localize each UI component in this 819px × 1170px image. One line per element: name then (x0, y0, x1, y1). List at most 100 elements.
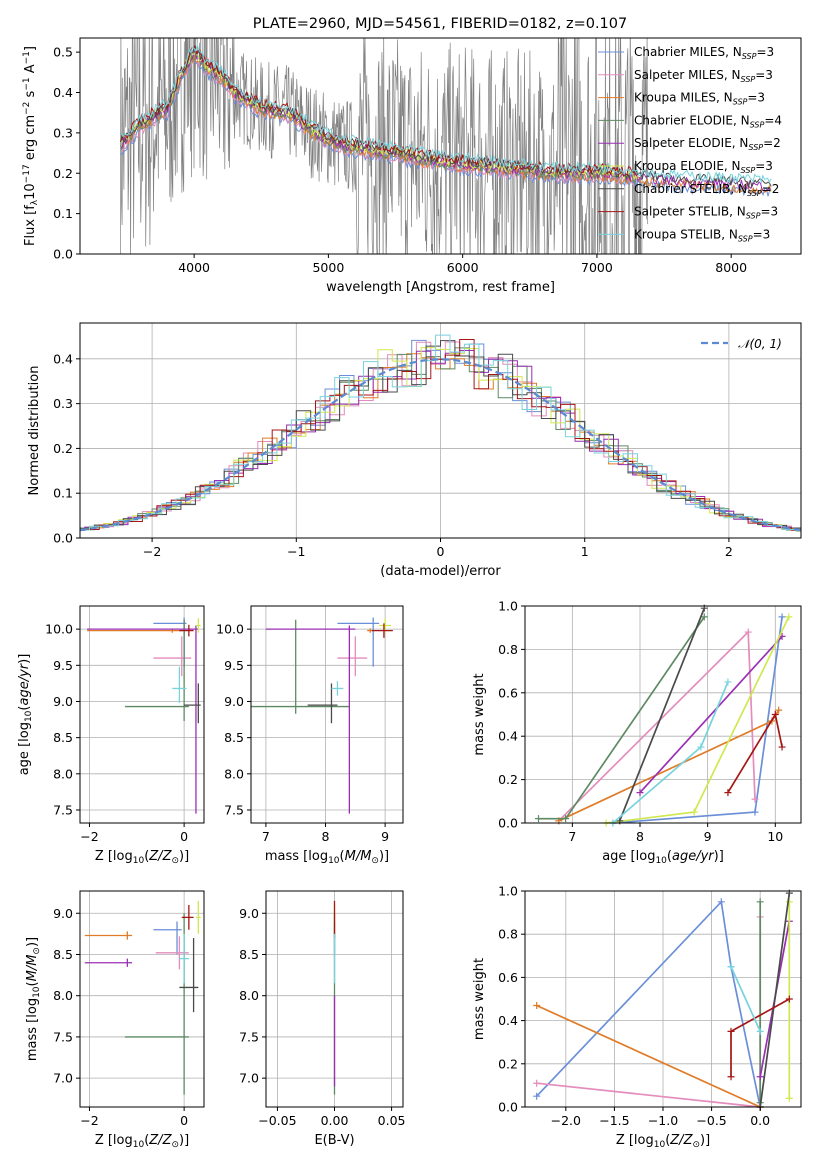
weight-marker (771, 711, 779, 718)
y-tick-label: 7.0 (239, 1071, 259, 1086)
legend-entry: Kroupa ELODIE, NSSP=3 (634, 159, 773, 175)
x-axis-label: Z [log10(Z/Z⊙)] (616, 1133, 710, 1150)
weight-marker (562, 815, 570, 823)
x-tick-label: 0.0 (750, 1113, 770, 1128)
legend-entry: Chabrier ELODIE, NSSP=4 (634, 113, 782, 129)
y-axis-label: mass weight (472, 958, 487, 1040)
weight-marker (533, 1001, 541, 1009)
y-tick-label: 9.0 (53, 694, 73, 709)
y-tick-label: 0.2 (53, 166, 73, 181)
model-spectrum-7 (120, 44, 637, 178)
age-vs-mass-panel: 7 8 9 7.5 8.0 8.5 9.0 9.5 10.0 mass [log10(M/M⊙)] (216, 605, 404, 866)
residual-histogram-6 (80, 340, 801, 531)
y-tick-label: 0.1 (53, 206, 73, 221)
y-tick-label: 0.0 (498, 1100, 518, 1115)
mass-vs-Z-plot-area (84, 900, 201, 1095)
x-axis-label: Z [log10(Z/Z⊙)] (95, 1133, 189, 1150)
weight-marker (756, 1073, 764, 1081)
legend-entry: Chabrier STELIB, NSSP=2 (634, 182, 779, 198)
weight-line-3 (538, 616, 706, 820)
y-tick-label: 7.5 (53, 1029, 73, 1044)
x-tick-label: 7000 (581, 260, 613, 275)
weight-line-8 (612, 681, 729, 824)
residuals-panel: −2 −1 0 1 2 0.0 0.1 0.2 0.3 0.4 (data-model)/error… (27, 322, 802, 579)
model-spectrum-1 (120, 52, 637, 186)
y-tick-label: 8.5 (239, 947, 259, 962)
model-spectrum-5 (121, 50, 638, 181)
x-axis-label: age [log10(age/yr)] (602, 849, 724, 866)
weight-line-1 (536, 916, 762, 1108)
x-tick-label: −2.0 (551, 1113, 581, 1128)
age-vs-Z-plot-area (87, 617, 201, 814)
x-axis-label: Z [log10(Z/Z⊙)] (95, 849, 189, 866)
weight-line-2 (558, 709, 780, 822)
weight-marker (697, 743, 705, 751)
y-tick-label: 0.2 (498, 772, 518, 787)
y-tick-label: 0.4 (53, 351, 73, 366)
y-tick-label: 0.5 (53, 45, 73, 60)
y-tick-label: 0.8 (498, 642, 518, 657)
x-axis-label: mass [log10(M/M⊙)] (265, 849, 389, 866)
y-tick-label: 9.0 (239, 906, 259, 921)
weight-marker (756, 1027, 764, 1035)
x-tick-label: −2 (80, 829, 98, 844)
axes-frame (250, 605, 404, 824)
x-tick-label: 8 (636, 829, 644, 844)
weight-marker (533, 1092, 541, 1100)
x-tick-label: 8000 (715, 260, 747, 275)
x-tick-label: 0 (180, 1113, 188, 1128)
weight-marker (700, 613, 708, 621)
y-tick-label: 0.2 (498, 1056, 518, 1071)
weight-marker (636, 789, 644, 797)
weight-marker (533, 1079, 541, 1087)
legend-entry: Chabrier MILES, NSSP=3 (634, 45, 774, 61)
weight-marker (785, 995, 793, 1003)
weight-marker (785, 898, 793, 906)
residuals-plot-area (80, 334, 801, 532)
weight-marker (690, 808, 698, 816)
y-axis-label: mass [log10(M/M⊙)] (25, 937, 42, 1061)
x-tick-label: 0 (437, 544, 445, 559)
y-tick-label: 9.5 (224, 658, 244, 673)
weight-marker (751, 795, 759, 803)
chart-title: PLATE=2960, MJD=54561, FIBERID=0182, z=0… (253, 16, 627, 32)
axes-frame (79, 605, 205, 824)
weight-line-8 (730, 966, 761, 1032)
x-tick-label: 9 (704, 829, 712, 844)
y-tick-label: 8.0 (53, 988, 73, 1003)
y-tick-label: 7.0 (53, 1071, 73, 1086)
y-tick-label: 7.5 (239, 1029, 259, 1044)
reference-legend-label: 𝒩(0, 1) (738, 337, 782, 351)
y-tick-label: 0.2 (53, 441, 73, 456)
legend-entry: Salpeter STELIB, NSSP=3 (634, 205, 778, 221)
y-tick-label: 9.0 (53, 906, 73, 921)
y-tick-label: 8.0 (224, 766, 244, 781)
y-tick-label: 10.0 (216, 622, 244, 637)
y-axis-label: Normed distribution (27, 366, 42, 496)
x-tick-label: 2 (725, 544, 733, 559)
x-axis-label: wavelength [Angstrom, rest frame] (326, 280, 555, 295)
age-vs-Z-panel: −2 0 7.5 8.0 8.5 9.0 9.5 10.0 Z [log10(Z/Z⊙)] age… (17, 605, 205, 866)
mass-vs-EBV-panel: −0.05 0.00 0.05 7.0 7.5 8.0 8.5 9.0 E(B-V) (239, 890, 406, 1148)
y-tick-label: 0.6 (498, 970, 518, 985)
weight-marker (727, 1073, 735, 1081)
x-tick-label: −0.05 (258, 1113, 296, 1128)
x-tick-label: 9 (381, 829, 389, 844)
normal-reference-curve (80, 358, 801, 532)
x-tick-label: 7 (262, 829, 270, 844)
y-tick-label: 0.6 (498, 685, 518, 700)
mass-vs-Z-panel: −2 0 7.0 7.5 8.0 8.5 9.0 Z [log10(Z/Z⊙)] mass [l… (25, 890, 205, 1150)
x-tick-label: −1.5 (599, 1113, 629, 1128)
model-spectrum-8 (121, 43, 772, 185)
weight-vs-age-panel: 7 8 9 10 0.0 0.2 0.4 0.6 0.8 1.0 age [log10(age/yr… (472, 599, 802, 866)
y-tick-label: 0.3 (53, 125, 73, 140)
x-tick-label: 1 (581, 544, 589, 559)
weight-marker (778, 743, 786, 751)
age-vs-mass-plot-area (251, 617, 393, 814)
x-tick-label: 5000 (312, 260, 344, 275)
residual-histogram-4 (80, 350, 801, 531)
y-tick-label: 8.0 (239, 988, 259, 1003)
spectrum-panel: 4000 5000 6000 7000 8000 0.0 0.1 0.2 0.3 0.4 0.5 wa… (22, 37, 802, 295)
y-tick-label: 0.4 (498, 1013, 518, 1028)
